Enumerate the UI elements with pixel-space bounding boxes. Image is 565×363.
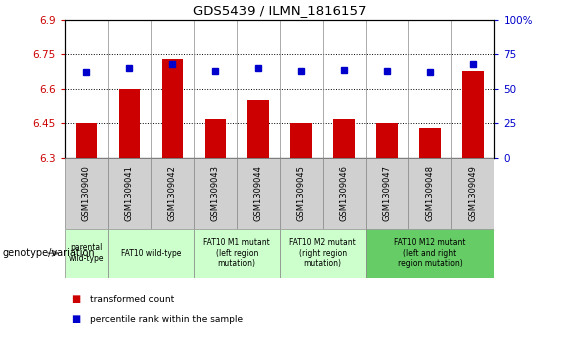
Bar <box>76 123 97 158</box>
Text: GSM1309047: GSM1309047 <box>383 165 392 221</box>
Bar <box>376 123 398 158</box>
Text: GSM1309040: GSM1309040 <box>82 166 91 221</box>
Text: percentile rank within the sample: percentile rank within the sample <box>90 315 244 324</box>
Text: ■: ■ <box>71 314 80 325</box>
Text: GSM1309044: GSM1309044 <box>254 166 263 221</box>
Text: FAT10 wild-type: FAT10 wild-type <box>121 249 181 258</box>
Bar <box>65 229 108 278</box>
Text: GSM1309045: GSM1309045 <box>297 166 306 221</box>
Text: GSM1309046: GSM1309046 <box>340 165 349 221</box>
Text: GSM1309048: GSM1309048 <box>425 165 434 221</box>
Bar <box>408 158 451 229</box>
Bar <box>290 123 312 158</box>
Text: transformed count: transformed count <box>90 295 175 304</box>
Bar <box>333 119 355 158</box>
Bar <box>151 158 194 229</box>
Bar <box>280 229 366 278</box>
Text: parental
wild-type: parental wild-type <box>69 244 104 263</box>
Text: GSM1309043: GSM1309043 <box>211 165 220 221</box>
Bar <box>119 89 140 158</box>
Bar <box>366 229 494 278</box>
Bar <box>65 158 108 229</box>
Text: genotype/variation: genotype/variation <box>3 248 95 258</box>
Bar <box>108 229 194 278</box>
Bar <box>205 119 226 158</box>
Text: FAT10 M1 mutant
(left region
mutation): FAT10 M1 mutant (left region mutation) <box>203 238 270 268</box>
Bar <box>280 158 323 229</box>
Text: FAT10 M12 mutant
(left and right
region mutation): FAT10 M12 mutant (left and right region … <box>394 238 466 268</box>
Text: GSM1309049: GSM1309049 <box>468 166 477 221</box>
Text: FAT10 M2 mutant
(right region
mutation): FAT10 M2 mutant (right region mutation) <box>289 238 356 268</box>
Bar <box>194 229 280 278</box>
Bar <box>462 70 484 158</box>
Bar <box>366 158 408 229</box>
Bar <box>237 158 280 229</box>
Text: GSM1309042: GSM1309042 <box>168 166 177 221</box>
Text: ■: ■ <box>71 294 80 305</box>
Bar <box>451 158 494 229</box>
Bar <box>194 158 237 229</box>
Bar <box>108 158 151 229</box>
Title: GDS5439 / ILMN_1816157: GDS5439 / ILMN_1816157 <box>193 4 367 17</box>
Text: GSM1309041: GSM1309041 <box>125 166 134 221</box>
Bar <box>162 59 183 158</box>
Bar <box>323 158 366 229</box>
Bar <box>247 101 269 158</box>
Bar <box>419 128 441 158</box>
